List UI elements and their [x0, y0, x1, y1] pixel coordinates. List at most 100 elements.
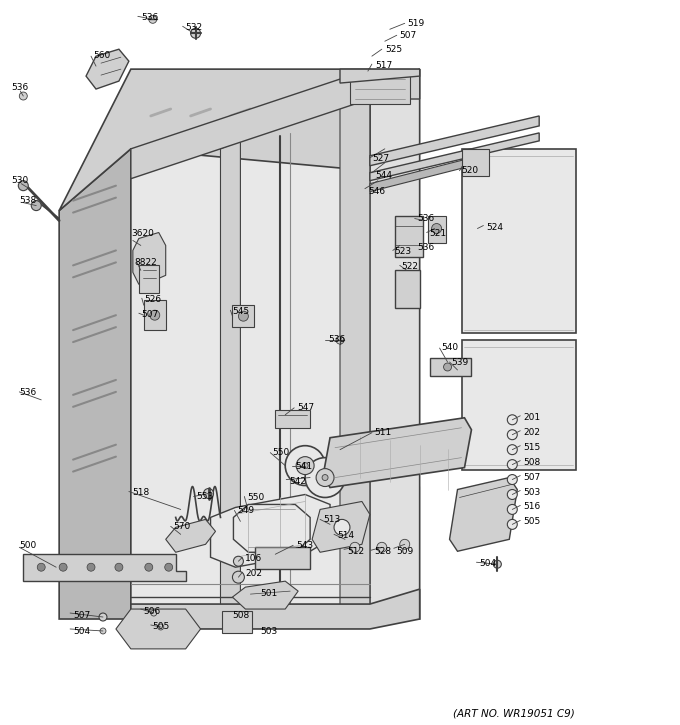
- Circle shape: [18, 181, 29, 191]
- Circle shape: [400, 539, 410, 550]
- Text: 504: 504: [73, 627, 90, 636]
- Polygon shape: [133, 233, 166, 284]
- Polygon shape: [211, 494, 330, 567]
- Circle shape: [305, 457, 345, 497]
- Text: 8822: 8822: [135, 258, 158, 268]
- Circle shape: [158, 624, 164, 630]
- Text: 570: 570: [173, 523, 191, 531]
- Bar: [395, 215, 423, 257]
- Circle shape: [507, 519, 517, 529]
- Text: 500: 500: [19, 542, 37, 550]
- Text: 549: 549: [237, 507, 254, 515]
- Polygon shape: [166, 519, 216, 552]
- Circle shape: [233, 571, 244, 583]
- Polygon shape: [312, 502, 370, 552]
- Circle shape: [149, 15, 157, 23]
- Circle shape: [59, 563, 67, 571]
- Text: 505: 505: [523, 518, 541, 526]
- Text: 536: 536: [328, 335, 345, 344]
- Text: 512: 512: [347, 547, 364, 556]
- Circle shape: [507, 460, 517, 470]
- Polygon shape: [233, 505, 310, 552]
- Polygon shape: [340, 69, 420, 83]
- Bar: [395, 270, 420, 308]
- Polygon shape: [370, 69, 420, 619]
- Text: 507: 507: [400, 31, 417, 41]
- Text: 522: 522: [402, 262, 419, 271]
- Text: 536: 536: [19, 388, 37, 397]
- Polygon shape: [59, 69, 370, 210]
- Circle shape: [302, 463, 308, 468]
- Polygon shape: [370, 156, 479, 191]
- Text: 516: 516: [523, 502, 541, 511]
- Text: 508: 508: [523, 457, 541, 467]
- Text: 536: 536: [141, 13, 158, 22]
- Text: 523: 523: [395, 247, 412, 257]
- Text: 560: 560: [93, 51, 110, 60]
- Circle shape: [507, 505, 517, 515]
- Text: 536: 536: [418, 244, 435, 252]
- Text: 106: 106: [245, 554, 262, 563]
- Text: 521: 521: [430, 228, 447, 238]
- Text: (ART NO. WR19051 C9): (ART NO. WR19051 C9): [454, 708, 575, 718]
- Bar: [143, 300, 166, 330]
- Circle shape: [507, 430, 517, 439]
- Text: 525: 525: [385, 45, 402, 54]
- Polygon shape: [323, 418, 471, 487]
- Circle shape: [115, 563, 123, 571]
- Text: 3620: 3620: [131, 228, 154, 238]
- Circle shape: [494, 560, 501, 568]
- Text: 530: 530: [12, 175, 29, 185]
- Circle shape: [99, 613, 107, 621]
- Text: 508: 508: [233, 611, 250, 620]
- Text: 513: 513: [323, 515, 340, 524]
- Text: 538: 538: [19, 196, 37, 204]
- Text: 501: 501: [260, 589, 277, 598]
- Polygon shape: [462, 149, 490, 175]
- Bar: [139, 265, 158, 294]
- Text: 202: 202: [245, 569, 262, 579]
- Circle shape: [150, 310, 160, 320]
- Text: 547: 547: [297, 403, 314, 412]
- Text: 536: 536: [418, 214, 435, 223]
- Text: 550: 550: [272, 447, 290, 457]
- Text: 511: 511: [374, 428, 391, 436]
- Bar: [275, 410, 310, 428]
- Text: 518: 518: [132, 487, 149, 497]
- Text: 526: 526: [143, 295, 161, 304]
- Circle shape: [377, 542, 387, 552]
- Bar: [462, 149, 576, 333]
- Circle shape: [31, 201, 41, 210]
- Polygon shape: [116, 609, 201, 649]
- Circle shape: [322, 475, 328, 481]
- Bar: [462, 340, 576, 470]
- Polygon shape: [23, 554, 186, 581]
- Polygon shape: [86, 49, 129, 89]
- Polygon shape: [370, 133, 539, 181]
- Circle shape: [432, 223, 441, 233]
- Circle shape: [233, 556, 243, 566]
- Circle shape: [350, 542, 360, 552]
- Text: 546: 546: [368, 186, 385, 196]
- Text: 550: 550: [248, 492, 265, 502]
- Text: 545: 545: [233, 307, 250, 316]
- Circle shape: [285, 446, 325, 486]
- Polygon shape: [131, 69, 370, 619]
- Text: 520: 520: [462, 166, 479, 175]
- Circle shape: [334, 519, 350, 535]
- Circle shape: [87, 563, 95, 571]
- Text: 540: 540: [441, 343, 459, 352]
- Text: 514: 514: [337, 531, 354, 540]
- Polygon shape: [340, 91, 370, 619]
- Text: 503: 503: [260, 627, 277, 636]
- Circle shape: [19, 92, 27, 100]
- Text: 543: 543: [296, 542, 313, 550]
- Text: 532: 532: [186, 23, 203, 33]
- Circle shape: [165, 563, 173, 571]
- Text: 528: 528: [374, 547, 391, 556]
- Circle shape: [507, 475, 517, 484]
- Polygon shape: [370, 116, 539, 166]
- Text: 507: 507: [523, 473, 541, 481]
- Circle shape: [190, 28, 201, 38]
- Bar: [256, 547, 310, 569]
